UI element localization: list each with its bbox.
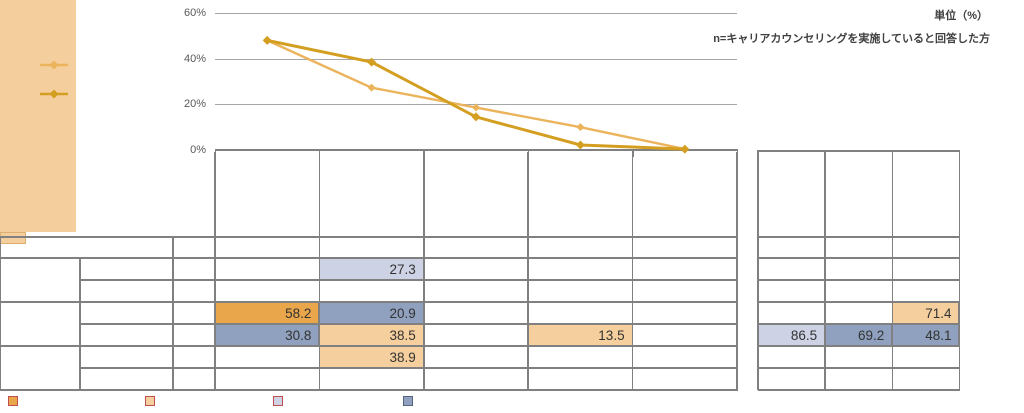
gridline <box>215 13 737 14</box>
y-axis-label: 60% <box>183 7 206 19</box>
bar <box>0 218 76 231</box>
highlight-cell: 20.9 <box>319 302 424 324</box>
table-grid-line <box>758 236 960 238</box>
bottom-legend-swatch <box>145 396 155 406</box>
table-grid-line <box>80 279 738 281</box>
table-grid-line <box>0 389 738 391</box>
bottom-legend-swatch <box>403 396 413 406</box>
line-series-gold-point <box>262 35 272 45</box>
bar <box>0 230 76 232</box>
table-grid-line <box>758 345 960 347</box>
x-axis-line <box>215 149 738 151</box>
gridline <box>215 104 737 106</box>
y-axis-label: 0% <box>190 144 206 156</box>
highlight-cell: 58.2 <box>215 302 320 324</box>
table-grid-line <box>824 150 826 390</box>
table-grid-line <box>214 152 216 390</box>
highlight-cell: 13.5 <box>528 324 633 346</box>
table-grid-line <box>758 257 960 259</box>
table-grid-line <box>758 301 960 303</box>
table-grid-line <box>172 237 174 390</box>
sample-note: n=キャリアカウンセリングを実施していると回答した方 <box>713 33 990 45</box>
bottom-legend-swatch <box>273 396 283 406</box>
line-series-light <box>266 39 686 151</box>
highlight-cell: 30.8 <box>215 324 320 346</box>
table-grid-line <box>0 236 738 238</box>
highlight-cell: 71.4 <box>892 302 960 324</box>
line-series-gold-point <box>471 112 481 122</box>
table-grid-line <box>757 150 759 390</box>
bar <box>0 0 76 110</box>
unit-label: 単位（%） <box>934 10 988 22</box>
line-series-light-point <box>367 83 376 92</box>
table-grid-line <box>80 367 738 369</box>
table-grid-line <box>758 279 960 281</box>
table-grid-line <box>631 152 634 390</box>
table-grid-line <box>758 389 960 391</box>
line-series-light-point <box>263 36 272 45</box>
table-grid-line <box>0 237 1 390</box>
table-grid-line <box>736 152 738 390</box>
highlight-cell: 38.9 <box>319 346 424 368</box>
bar <box>0 184 76 219</box>
y-axis-label: 20% <box>183 98 206 111</box>
table-top-border <box>758 150 960 152</box>
highlight-cell: 48.1 <box>892 324 960 346</box>
highlight-cell: 38.5 <box>319 324 424 346</box>
table-grid-line <box>527 152 529 390</box>
line-series-light-point <box>576 123 585 132</box>
table-grid-line <box>423 152 425 390</box>
highlight-cell: 69.2 <box>825 324 893 346</box>
table-grid-line <box>758 367 960 369</box>
table-grid-line <box>891 150 894 390</box>
line-series-gold <box>266 38 685 151</box>
highlight-cell: 27.3 <box>319 258 424 280</box>
y-axis-label: 40% <box>183 52 206 65</box>
bar <box>0 109 76 185</box>
gridline <box>215 58 737 60</box>
table-grid-line <box>958 150 961 390</box>
highlight-cell: 86.5 <box>758 324 826 346</box>
bottom-legend-swatch <box>8 396 18 406</box>
